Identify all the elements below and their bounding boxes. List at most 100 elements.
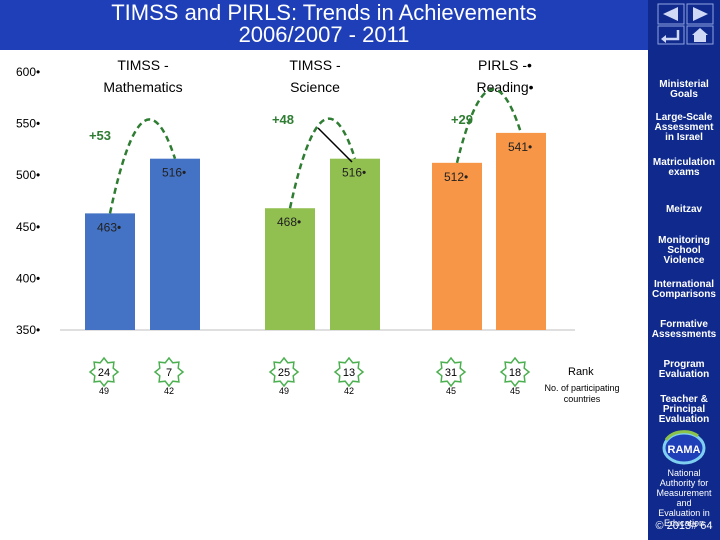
y-tick-label: 450•	[16, 220, 40, 234]
y-tick-label: 500•	[16, 168, 40, 182]
bar-value-label: 468•	[277, 215, 301, 229]
menu-item-matriculation[interactable]: Matriculation exams	[648, 158, 720, 178]
menu-item-label: in Israel	[665, 132, 703, 143]
authority-line: National	[667, 468, 701, 478]
rank-value: 31	[445, 367, 457, 379]
group-label: TIMSS -	[289, 57, 341, 73]
menu-item-large-scale[interactable]: Large-Scale Assessment in Israel	[648, 113, 720, 143]
participants-value: 45	[446, 386, 456, 396]
y-tick-label: 550•	[16, 117, 40, 131]
participants-value: 49	[279, 386, 289, 396]
title-bar	[0, 0, 648, 50]
rank-value: 13	[343, 367, 355, 379]
menu-item-label: Large-Scale	[655, 112, 713, 123]
menu-item-program[interactable]: Program Evaluation	[648, 360, 720, 380]
menu-item-label: exams	[668, 167, 700, 178]
menu-item-label: Violence	[663, 255, 705, 266]
menu-item-label: Program	[663, 359, 705, 370]
menu-item-label: Goals	[670, 89, 698, 100]
participants-value: 45	[510, 386, 520, 396]
rank-badge-icon	[153, 356, 185, 388]
menu-item-label: Evaluation	[658, 369, 710, 380]
group-label: Science	[290, 79, 340, 95]
gain-arrow-2	[455, 88, 523, 164]
rama-label: RAMA	[667, 444, 701, 456]
authority-text: National Authority for Measurement and Evalu…	[648, 468, 720, 528]
menu-item-label: Formative	[660, 319, 708, 330]
y-tick-label: 400•	[16, 271, 40, 285]
group-label: Reading•	[476, 79, 533, 95]
rama-logo-icon	[662, 430, 706, 465]
menu-item-teacher[interactable]: Teacher & Principal Evaluation	[648, 395, 720, 425]
bar-2	[265, 208, 315, 330]
menu-item-label: Matriculation	[652, 157, 716, 168]
bar-1	[150, 158, 200, 330]
group-label: TIMSS -	[117, 57, 169, 73]
participants-label: countries	[564, 394, 601, 404]
bar-0	[85, 213, 135, 330]
menu-item-label: Assessments	[651, 329, 717, 340]
menu-item-formative[interactable]: Formative Assessments	[648, 320, 720, 340]
menu-item-label: Ministerial	[659, 79, 709, 90]
menu-item-ministerial[interactable]: Ministerial Goals	[648, 80, 720, 100]
authority-line: Measurement	[656, 488, 712, 498]
authority-line: Education	[663, 518, 705, 528]
bar-value-label: 463•	[97, 220, 121, 234]
rank-badge-icon	[333, 356, 365, 388]
group-label: Mathematics	[103, 79, 182, 95]
menu-item-meitzav[interactable]: Meitzav	[648, 205, 720, 215]
menu-item-label: Monitoring	[658, 235, 710, 246]
y-tick-label: 350•	[16, 323, 40, 337]
menu-item-label: Meitzav	[665, 204, 703, 215]
gain-label: +29	[451, 112, 473, 127]
participants-value: 49	[99, 386, 109, 396]
bar-value-label: 516•	[342, 166, 366, 180]
return-arrow-icon[interactable]	[657, 25, 685, 45]
menu-item-label: Principal	[662, 404, 706, 415]
home-icon[interactable]	[686, 25, 714, 45]
rank-badge-icon	[88, 356, 120, 388]
rank-value: 25	[278, 367, 290, 379]
rank-value: 24	[98, 367, 110, 379]
group-label: PIRLS -•	[478, 57, 532, 73]
authority-line: Evaluation in	[658, 508, 710, 518]
participants-label: No. of participating	[544, 383, 619, 393]
rank-value: 7	[166, 367, 172, 379]
menu-item-label: Comparisons	[652, 289, 716, 300]
rank-badge-icon	[435, 356, 467, 388]
authority-line: Authority for	[659, 478, 709, 488]
menu-item-international[interactable]: International Comparisons	[648, 280, 720, 300]
menu-item-label: Teacher &	[660, 394, 708, 405]
authority-line: and	[676, 498, 692, 508]
gain-arrow-1	[288, 117, 357, 209]
bar-3	[330, 158, 380, 330]
page-title-line-1: TIMSS and PIRLS: Trends in Achievements	[111, 0, 537, 25]
bar-4	[432, 162, 482, 330]
gain-arrow-0	[108, 118, 177, 214]
triangle-left-icon[interactable]	[657, 3, 685, 25]
bar-5	[496, 132, 546, 330]
menu-item-label: International	[653, 279, 714, 290]
menu-item-monitoring[interactable]: Monitoring School Violence	[648, 236, 720, 266]
gain-label: +48	[272, 112, 294, 127]
menu-item-label: School	[667, 245, 701, 256]
rank-label: Rank	[568, 366, 594, 378]
menu-item-label: Evaluation	[658, 414, 710, 425]
gain-label: +53	[89, 128, 111, 143]
page-title-line-2: 2006/2007 - 2011	[238, 22, 410, 47]
y-tick-label: 600•	[16, 65, 40, 79]
rank-badge-icon	[499, 356, 531, 388]
bar-value-label: 516•	[162, 166, 186, 180]
rank-badge-icon	[268, 356, 300, 388]
bar-value-label: 541•	[508, 140, 532, 154]
bar-value-label: 512•	[444, 170, 468, 184]
page-title: TIMSS and PIRLS: Trends in Achievements …	[0, 2, 648, 46]
menu-item-label: Assessment	[654, 122, 714, 133]
participants-value: 42	[344, 386, 354, 396]
rank-value: 18	[509, 367, 521, 379]
participants-value: 42	[164, 386, 174, 396]
copyright-text: © 2013# 64	[655, 520, 713, 532]
science-trend-line	[317, 127, 353, 163]
triangle-right-icon[interactable]	[686, 3, 714, 25]
navigation-buttons	[657, 3, 714, 45]
